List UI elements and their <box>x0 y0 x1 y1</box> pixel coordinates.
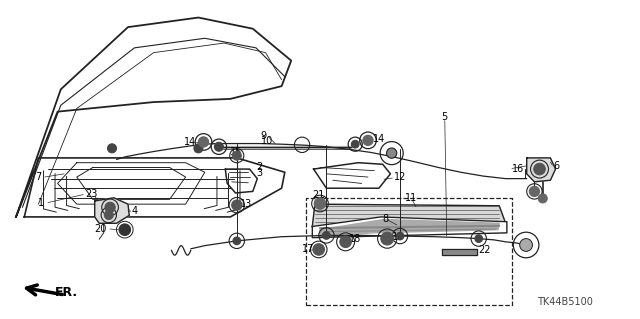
Text: 14: 14 <box>372 134 385 144</box>
Text: 10: 10 <box>260 136 273 146</box>
Polygon shape <box>320 219 499 238</box>
Circle shape <box>232 200 242 210</box>
Text: 20: 20 <box>95 224 107 234</box>
Circle shape <box>233 237 241 245</box>
Circle shape <box>105 202 115 212</box>
Polygon shape <box>95 198 129 223</box>
Text: 12: 12 <box>394 172 406 182</box>
Text: 11: 11 <box>404 193 417 204</box>
Text: 15: 15 <box>230 146 243 157</box>
Text: 13: 13 <box>240 199 252 209</box>
Text: 23: 23 <box>85 189 97 199</box>
Circle shape <box>323 232 330 239</box>
Polygon shape <box>442 249 477 255</box>
Text: 7: 7 <box>35 172 42 182</box>
Text: 5: 5 <box>442 112 448 122</box>
Text: 8: 8 <box>383 213 389 224</box>
Circle shape <box>351 140 359 148</box>
Text: 14: 14 <box>184 137 196 147</box>
Circle shape <box>313 244 324 255</box>
Polygon shape <box>314 163 390 188</box>
Polygon shape <box>312 217 507 238</box>
Circle shape <box>194 144 203 153</box>
Text: 16: 16 <box>512 164 524 174</box>
Text: 22: 22 <box>479 245 492 256</box>
Circle shape <box>363 135 373 145</box>
Circle shape <box>387 148 397 158</box>
Circle shape <box>529 186 540 197</box>
Circle shape <box>475 235 483 242</box>
Text: 2: 2 <box>256 162 262 173</box>
Circle shape <box>340 236 351 248</box>
Text: 1: 1 <box>38 197 45 208</box>
Circle shape <box>232 151 241 160</box>
Circle shape <box>538 194 547 203</box>
Circle shape <box>198 137 209 147</box>
Text: 4: 4 <box>132 205 138 216</box>
Text: 19: 19 <box>392 232 404 242</box>
Text: 6: 6 <box>554 161 560 171</box>
Text: 21: 21 <box>312 189 324 200</box>
Polygon shape <box>16 18 291 217</box>
Polygon shape <box>24 158 285 217</box>
Circle shape <box>534 163 545 175</box>
Polygon shape <box>312 204 507 226</box>
Polygon shape <box>527 158 556 182</box>
Circle shape <box>108 144 116 153</box>
Circle shape <box>104 211 113 219</box>
Circle shape <box>381 232 394 245</box>
Text: 17: 17 <box>302 244 314 255</box>
Circle shape <box>520 239 532 251</box>
Text: TK44B5100: TK44B5100 <box>537 297 593 307</box>
Circle shape <box>214 142 223 151</box>
Text: 3: 3 <box>256 168 262 178</box>
Text: 18: 18 <box>349 234 361 244</box>
Text: FR.: FR. <box>55 286 78 300</box>
Circle shape <box>314 198 326 209</box>
Text: 9: 9 <box>260 130 267 141</box>
Circle shape <box>119 224 131 235</box>
Circle shape <box>396 232 404 240</box>
